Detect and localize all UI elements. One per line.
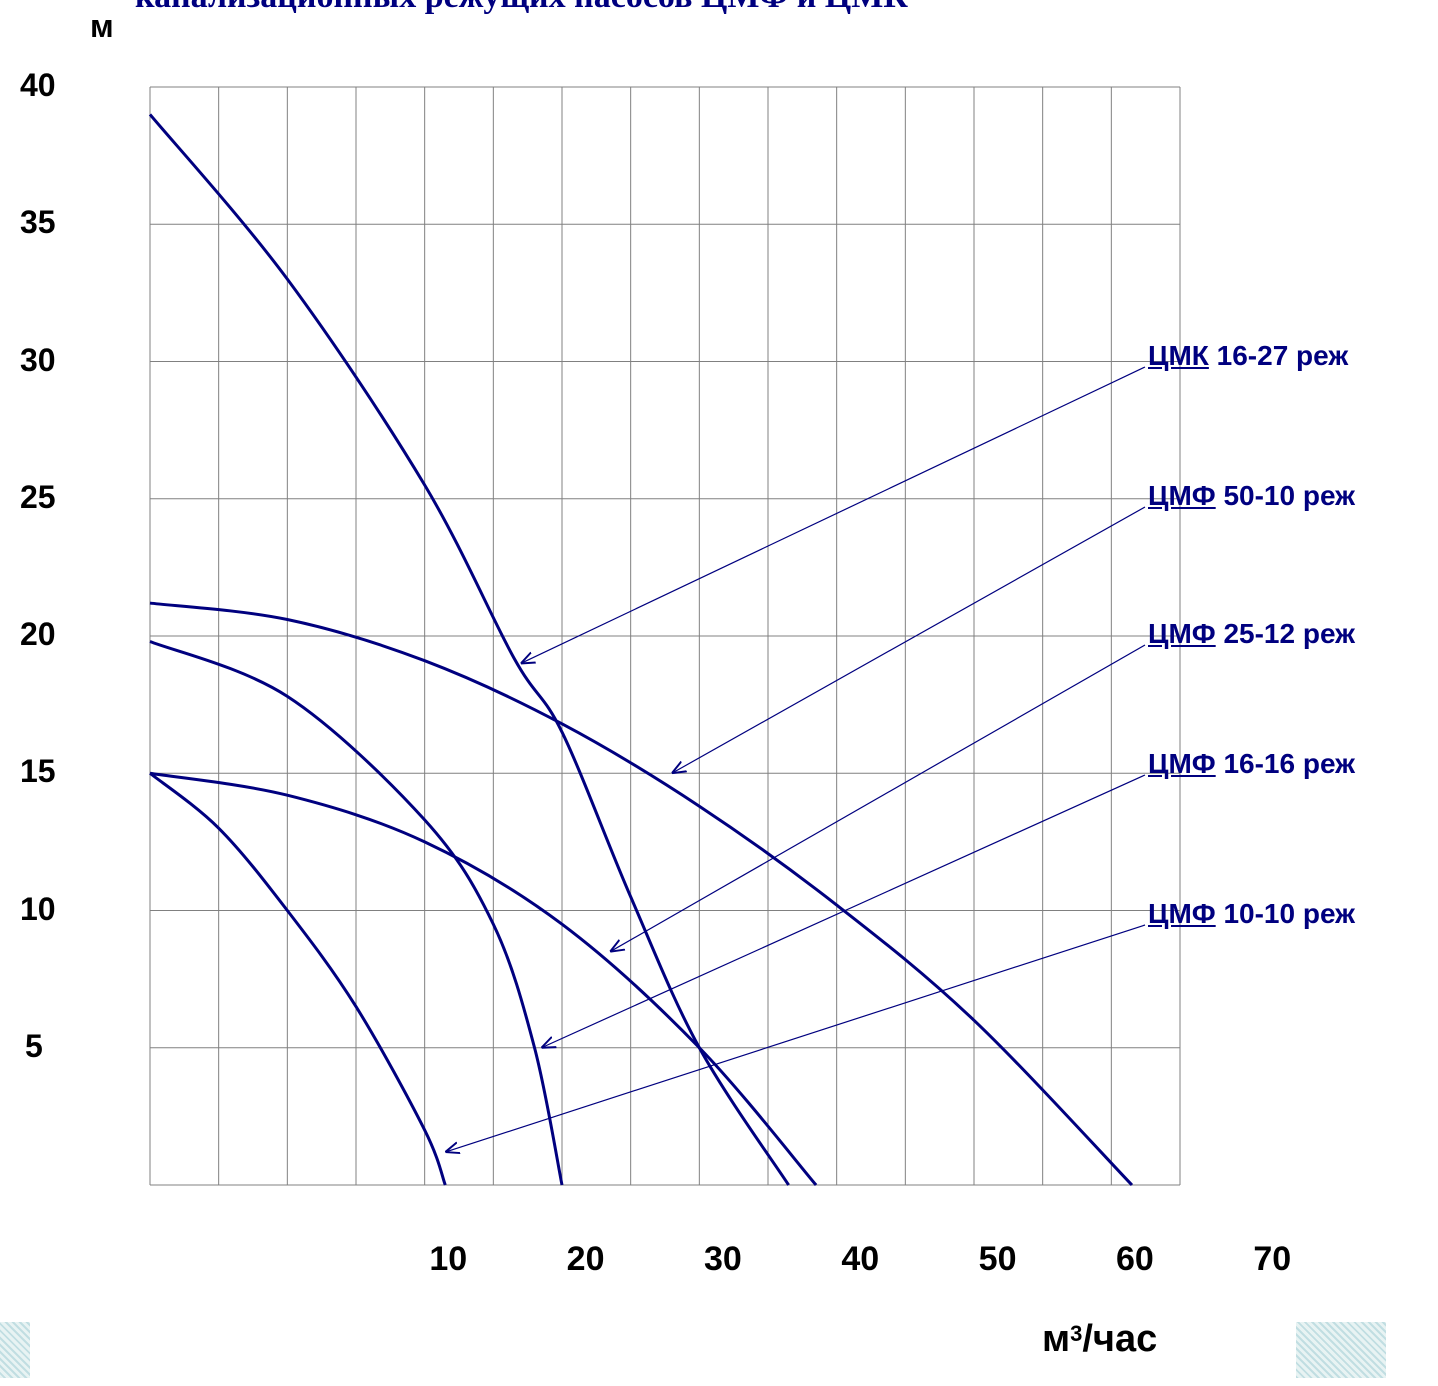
x-tick-label: 70 bbox=[1253, 1240, 1292, 1278]
y-tick-label: 25 bbox=[20, 478, 56, 515]
legend-label: ЦМФ 16-16 реж bbox=[1148, 748, 1355, 780]
y-tick-label: 20 bbox=[20, 616, 56, 652]
series-line bbox=[149, 601, 1134, 1187]
x-tick-label: 60 bbox=[1116, 1240, 1154, 1278]
legend-label: ЦМФ 50-10 реж bbox=[1148, 480, 1355, 512]
x-tick-label: 20 bbox=[566, 1240, 605, 1278]
leader-arrow bbox=[610, 644, 1146, 952]
chart-title: канализационных режущих насосов ЦМФ и ЦМ… bbox=[135, 0, 1235, 16]
series-line bbox=[149, 771, 818, 1186]
legend-label-prefix: ЦМФ bbox=[1148, 898, 1216, 929]
y-tick-label: 5 bbox=[25, 1027, 43, 1064]
x-tick-label: 30 bbox=[704, 1240, 742, 1278]
y-tick-label: 30 bbox=[20, 341, 56, 378]
y-tick-label: 10 bbox=[20, 890, 56, 927]
legend-label-suffix: 16-27 реж bbox=[1208, 340, 1349, 371]
legend-label-prefix: ЦМФ bbox=[1148, 480, 1216, 511]
legend-label-suffix: 25-12 реж bbox=[1215, 618, 1356, 649]
x-tick-label: 40 bbox=[841, 1240, 880, 1278]
legend-label-prefix: ЦМК bbox=[1148, 340, 1209, 371]
x-tick-label: 50 bbox=[978, 1240, 1017, 1278]
leader-arrow bbox=[541, 774, 1146, 1048]
legend-label-prefix: ЦМФ bbox=[1148, 748, 1216, 779]
series-line bbox=[149, 640, 564, 1186]
decorative-texture-left bbox=[0, 1322, 30, 1378]
decorative-texture-right bbox=[1296, 1322, 1386, 1378]
x-axis-label: м3/час bbox=[1042, 1318, 1158, 1360]
legend-label-prefix: ЦМФ bbox=[1148, 618, 1216, 649]
series-line bbox=[148, 113, 790, 1186]
y-tick-label: 40 bbox=[20, 67, 56, 103]
legend-label-suffix: 50-10 реж bbox=[1215, 480, 1356, 511]
legend-label: ЦМФ 25-12 реж bbox=[1148, 618, 1355, 650]
y-tick-label: 15 bbox=[20, 753, 56, 790]
legend-label: ЦМФ 10-10 реж bbox=[1148, 898, 1355, 930]
legend-label-suffix: 10-10 реж bbox=[1215, 898, 1356, 929]
y-tick-label: 35 bbox=[20, 204, 56, 241]
legend-label-suffix: 16-16 реж bbox=[1215, 748, 1356, 779]
legend-label: ЦМК 16-27 реж bbox=[1148, 340, 1348, 372]
series-line bbox=[149, 772, 447, 1186]
y-axis-label: м bbox=[90, 8, 114, 44]
leader-arrow bbox=[521, 366, 1146, 663]
leader-arrow bbox=[445, 924, 1146, 1152]
x-tick-label: 10 bbox=[429, 1240, 468, 1278]
leader-arrow bbox=[672, 506, 1146, 773]
